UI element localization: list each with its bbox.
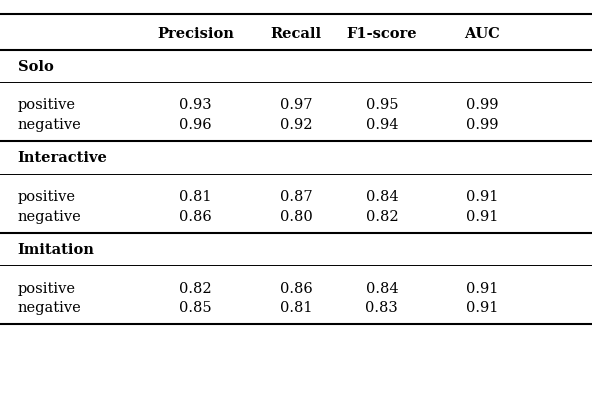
Text: 0.91: 0.91: [466, 190, 498, 204]
Text: 0.81: 0.81: [280, 301, 312, 316]
Text: 0.87: 0.87: [279, 190, 313, 204]
Text: 0.97: 0.97: [280, 98, 312, 113]
Text: 0.93: 0.93: [179, 98, 212, 113]
Text: 0.82: 0.82: [179, 281, 212, 296]
Text: F1-score: F1-score: [346, 27, 417, 41]
Text: negative: negative: [18, 118, 82, 133]
Text: 0.86: 0.86: [279, 281, 313, 296]
Text: 0.84: 0.84: [365, 190, 398, 204]
Text: 0.82: 0.82: [365, 210, 398, 224]
Text: 0.81: 0.81: [179, 190, 211, 204]
Text: negative: negative: [18, 210, 82, 224]
Text: positive: positive: [18, 281, 76, 296]
Text: Solo: Solo: [18, 60, 53, 74]
Text: 0.86: 0.86: [179, 210, 212, 224]
Text: 0.84: 0.84: [365, 281, 398, 296]
Text: 0.92: 0.92: [280, 118, 312, 133]
Text: Recall: Recall: [271, 27, 321, 41]
Text: positive: positive: [18, 190, 76, 204]
Text: 0.96: 0.96: [179, 118, 212, 133]
Text: Interactive: Interactive: [18, 151, 108, 166]
Text: 0.91: 0.91: [466, 210, 498, 224]
Text: negative: negative: [18, 301, 82, 316]
Text: 0.91: 0.91: [466, 281, 498, 296]
Text: 0.83: 0.83: [365, 301, 398, 316]
Text: 0.95: 0.95: [366, 98, 398, 113]
Text: positive: positive: [18, 98, 76, 113]
Text: 0.99: 0.99: [466, 118, 498, 133]
Text: 0.80: 0.80: [279, 210, 313, 224]
Text: 0.85: 0.85: [179, 301, 212, 316]
Text: Precision: Precision: [157, 27, 234, 41]
Text: AUC: AUC: [465, 27, 500, 41]
Text: 0.91: 0.91: [466, 301, 498, 316]
Text: Imitation: Imitation: [18, 243, 95, 257]
Text: 0.94: 0.94: [366, 118, 398, 133]
Text: 0.99: 0.99: [466, 98, 498, 113]
